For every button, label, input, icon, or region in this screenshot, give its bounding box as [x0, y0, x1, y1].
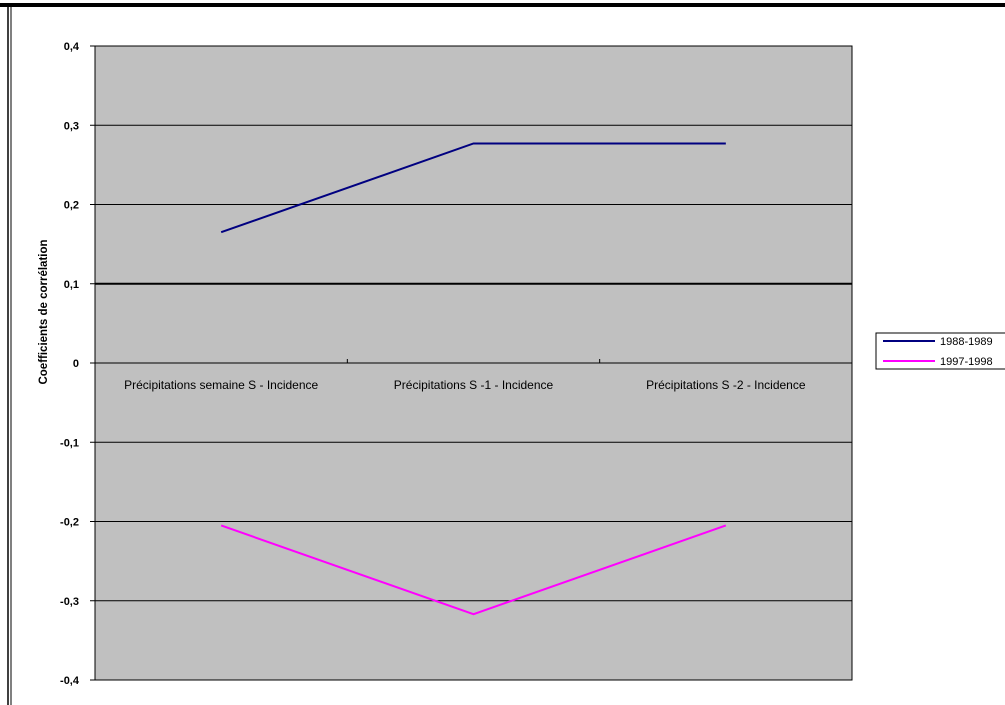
x-category-label: Précipitations S -2 - Incidence [646, 378, 806, 392]
x-category-labels: Précipitations semaine S - Incidence Préc… [124, 378, 806, 392]
x-category-label: Précipitations semaine S - Incidence [124, 378, 318, 392]
y-tick-label: 0 [73, 358, 79, 370]
legend-label: 1997-1998 [940, 356, 993, 368]
axes [90, 45, 853, 681]
series-lines [220, 142, 727, 616]
y-tick-label: -0,2 [60, 517, 79, 529]
y-tick-label: 0,3 [64, 120, 79, 132]
y-tick-label: -0,1 [60, 437, 79, 449]
x-category-label: Précipitations S -1 - Incidence [394, 378, 554, 392]
y-tick-label: -0,3 [60, 596, 79, 608]
legend-label: 1988-1989 [940, 336, 993, 348]
series-line [220, 142, 726, 234]
y-tick-label: 0,4 [64, 41, 80, 53]
y-axis-title: Coefficients de corrélation [38, 239, 50, 384]
y-tick-label: -0,4 [60, 675, 80, 687]
legend-box [875, 332, 1005, 370]
series-line [220, 524, 727, 616]
y-tick-labels: 0,4 0,3 0,2 0,1 0 -0,1 -0,2 -0,3 -0,4 [60, 41, 80, 687]
y-tick-label: 0,1 [64, 279, 79, 291]
legend: 1988-1989 1997-1998 [875, 332, 1005, 370]
y-tick-label: 0,2 [64, 200, 79, 212]
